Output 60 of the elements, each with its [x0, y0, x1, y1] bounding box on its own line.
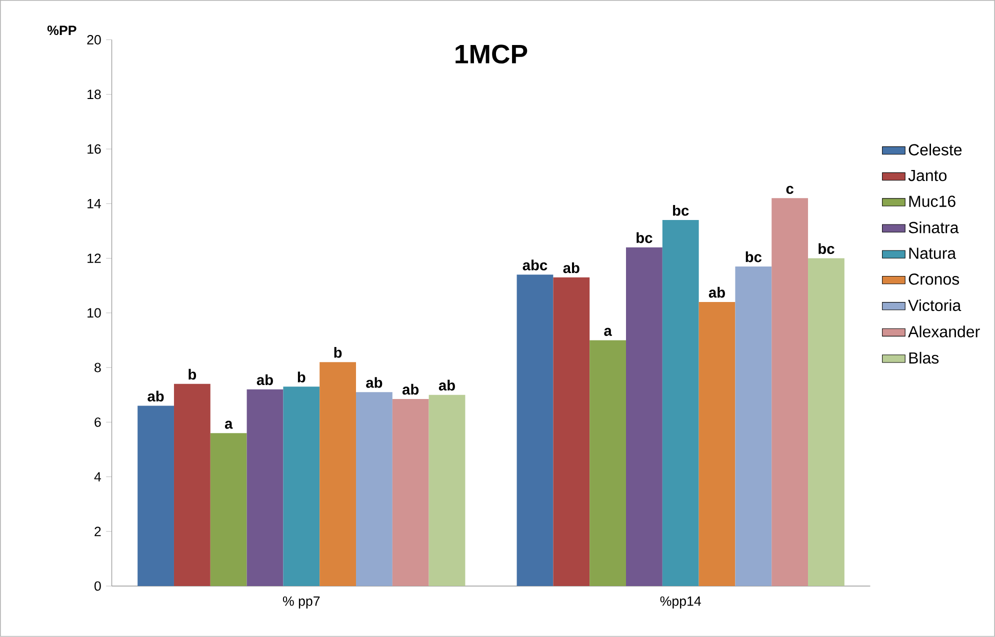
y-tick-label: 20 — [87, 35, 101, 45]
data-label: ab — [438, 380, 455, 391]
bar — [735, 266, 772, 586]
y-tick-label: 18 — [88, 90, 101, 100]
y-tick-label: 6 — [94, 418, 101, 427]
bar — [283, 386, 320, 586]
bar — [138, 406, 174, 586]
y-tick-label: 12 — [88, 254, 101, 264]
data-label: ab — [256, 374, 273, 386]
data-label: b — [334, 347, 342, 358]
chart-title: 1MCP — [456, 44, 528, 64]
y-tick-label: 4 — [94, 472, 101, 482]
bar — [428, 394, 466, 586]
data-label: abc — [522, 260, 548, 270]
legend-label: Natura — [909, 248, 956, 260]
legend-label: Janto — [908, 170, 947, 182]
legend-label: Cronos — [908, 274, 960, 285]
bar — [662, 220, 699, 586]
y-tick-label: 16 — [88, 144, 101, 154]
bar — [246, 389, 284, 586]
data-label: bc — [636, 232, 652, 244]
data-label: bc — [818, 243, 834, 254]
bar — [808, 258, 844, 586]
bar — [516, 274, 554, 586]
legend-label: Muc16 — [909, 196, 956, 208]
data-label: ab — [366, 377, 382, 388]
y-tick-label: 10 — [88, 308, 101, 318]
data-label: b — [298, 372, 306, 382]
x-tick-label: %pp14 — [660, 596, 701, 609]
bar — [320, 362, 356, 586]
x-tick-label: % pp7 — [282, 596, 320, 609]
bar — [553, 277, 590, 586]
data-label: bc — [673, 205, 689, 216]
data-label: ab — [402, 384, 419, 395]
bar — [392, 399, 429, 586]
legend-label: Alexander — [908, 326, 980, 338]
y-tick-label: 14 — [88, 199, 101, 208]
data-label: ab — [148, 390, 164, 402]
legend-label: Sinatra — [908, 222, 959, 234]
y-tick-label: 2 — [94, 526, 101, 536]
data-label: b — [188, 368, 196, 380]
data-label: bc — [746, 252, 762, 262]
bar — [626, 247, 662, 586]
legend-label: Celeste — [908, 144, 962, 156]
data-label: ab — [563, 262, 580, 274]
bar — [590, 340, 626, 586]
bar — [698, 302, 736, 586]
bar — [210, 433, 247, 586]
bar — [772, 198, 808, 586]
data-label: c — [786, 186, 794, 194]
bar — [174, 384, 210, 586]
data-label: a — [604, 328, 612, 336]
legend-label: Blas — [909, 352, 939, 364]
data-label: ab — [708, 287, 725, 298]
legend-label: Victoria — [908, 299, 962, 312]
y-axis-title: %PP — [47, 26, 76, 36]
y-tick-label: 0 — [94, 581, 101, 591]
data-label: a — [224, 420, 233, 429]
bar — [356, 392, 392, 586]
y-tick-label: 8 — [94, 362, 101, 372]
